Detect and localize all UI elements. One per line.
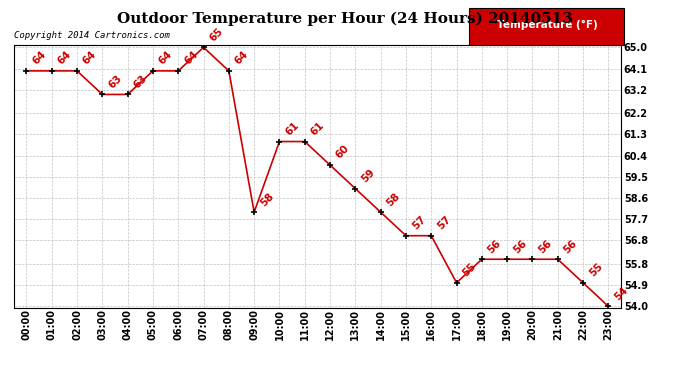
Text: 56: 56 — [486, 238, 503, 255]
Text: 64: 64 — [233, 50, 250, 67]
Text: 63: 63 — [106, 73, 124, 90]
Text: 58: 58 — [385, 190, 402, 208]
Text: Temperature (°F): Temperature (°F) — [497, 20, 598, 30]
Text: 56: 56 — [537, 238, 554, 255]
Text: 63: 63 — [132, 73, 149, 90]
Text: Outdoor Temperature per Hour (24 Hours) 20140513: Outdoor Temperature per Hour (24 Hours) … — [117, 11, 573, 26]
Text: 64: 64 — [56, 50, 73, 67]
Text: 56: 56 — [511, 238, 529, 255]
Text: 54: 54 — [613, 285, 630, 302]
Text: 61: 61 — [309, 120, 326, 137]
Text: Copyright 2014 Cartronics.com: Copyright 2014 Cartronics.com — [14, 31, 170, 40]
Text: 64: 64 — [81, 50, 99, 67]
FancyBboxPatch shape — [469, 8, 624, 45]
Text: 55: 55 — [587, 261, 604, 279]
Text: 58: 58 — [258, 190, 275, 208]
Text: 57: 57 — [435, 214, 453, 231]
Text: 59: 59 — [359, 167, 377, 184]
Text: 61: 61 — [284, 120, 301, 137]
Text: 64: 64 — [182, 50, 200, 67]
Text: 60: 60 — [334, 144, 351, 161]
Text: 56: 56 — [562, 238, 579, 255]
Text: 65: 65 — [208, 26, 225, 43]
Text: 64: 64 — [30, 50, 48, 67]
Text: 57: 57 — [410, 214, 428, 231]
Text: 55: 55 — [461, 261, 478, 279]
Text: 64: 64 — [157, 50, 175, 67]
